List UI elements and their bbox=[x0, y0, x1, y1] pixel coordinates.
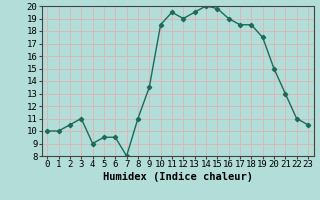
X-axis label: Humidex (Indice chaleur): Humidex (Indice chaleur) bbox=[103, 172, 252, 182]
